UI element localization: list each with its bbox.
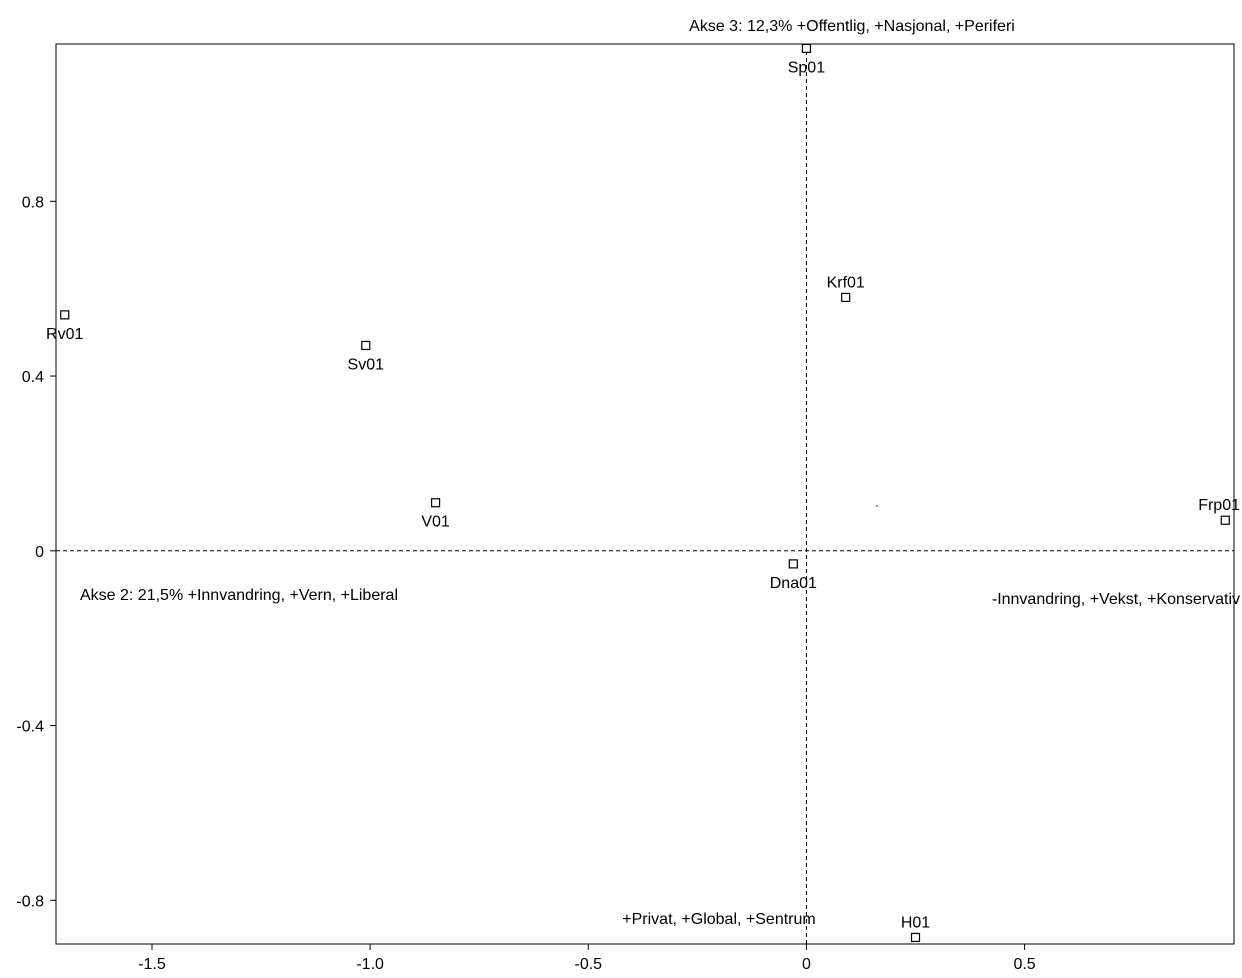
point-label: Frp01 <box>1198 497 1240 514</box>
y-tick-label: 0 <box>35 544 44 561</box>
data-point-sp01: Sp01 <box>788 43 825 76</box>
y-tick-label: 0.8 <box>22 194 44 211</box>
point-marker <box>841 292 851 302</box>
point-label: Dna01 <box>770 575 817 592</box>
point-marker <box>910 932 921 943</box>
plot-frame <box>55 43 1235 945</box>
x-tick-label: 0 <box>802 956 811 973</box>
y-tick-label: -0.4 <box>16 719 44 736</box>
data-point-krf01: Krf01 <box>827 274 865 302</box>
point-label: Rv01 <box>46 326 83 343</box>
x-tick-label: -1.5 <box>138 956 166 973</box>
data-point-frp01: Frp01 <box>1198 497 1240 525</box>
data-point-v01: V01 <box>421 498 450 531</box>
y-tick-label: -0.8 <box>16 893 44 910</box>
y-tick-label: 0.4 <box>22 369 44 386</box>
annotation-axis2-left: Akse 2: 21,5% +Innvandring, +Vern, +Libe… <box>80 587 398 604</box>
x-tick-label: 0.5 <box>1013 956 1035 973</box>
data-point-dna01: Dna01 <box>770 559 817 592</box>
x-axis: -1.5 -1.0 -0.5 0 0.5 <box>138 944 1036 973</box>
point-marker <box>1220 515 1230 525</box>
point-marker <box>801 43 812 53</box>
point-label: Sp01 <box>788 59 825 76</box>
data-points: Sp01 Krf01 Rv01 Sv01 V01 Frp01 Dna01 H01 <box>46 43 1240 943</box>
reference-lines <box>56 44 1234 944</box>
y-axis: 0.8 0.4 0 -0.4 -0.8 <box>16 194 56 910</box>
data-point-rv01: Rv01 <box>46 310 83 343</box>
data-point-h01: H01 <box>901 914 930 943</box>
point-label: H01 <box>901 914 930 931</box>
annotation-axis3-bottom: +Privat, +Global, +Sentrum <box>622 911 815 928</box>
point-marker <box>430 498 441 508</box>
data-point-sv01: Sv01 <box>348 340 385 373</box>
point-marker <box>361 340 371 351</box>
point-marker <box>788 559 798 569</box>
annotation-axis2-right: -Innvandring, +Vekst, +Konservativ <box>992 591 1240 608</box>
x-tick-label: -1.0 <box>356 956 384 973</box>
point-marker <box>60 310 70 320</box>
point-label: Krf01 <box>827 274 865 291</box>
annotation-axis3-top: Akse 3: 12,3% +Offentlig, +Nasjonal, +Pe… <box>689 18 1015 35</box>
point-label: V01 <box>421 514 450 531</box>
stray-dot <box>876 505 878 507</box>
point-label: Sv01 <box>348 356 385 373</box>
x-tick-label: -0.5 <box>574 956 602 973</box>
